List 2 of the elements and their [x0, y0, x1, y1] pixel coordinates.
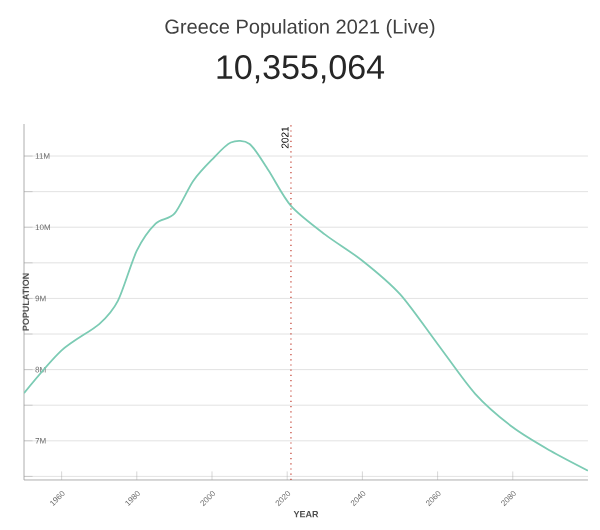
chart-subtitle: 10,355,064: [217, 55, 385, 84]
chart-title: Greece Population 2021 (Live): [165, 19, 435, 38]
